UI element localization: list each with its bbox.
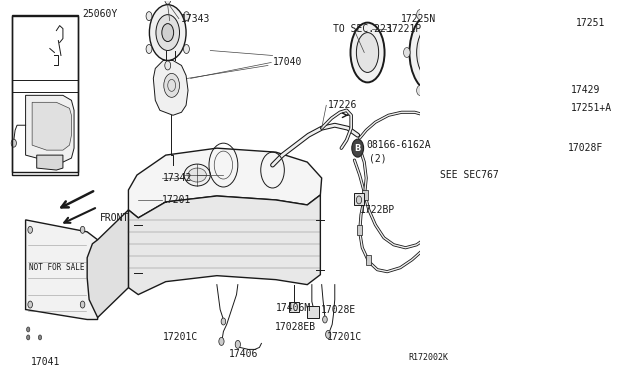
Ellipse shape xyxy=(540,137,549,154)
Text: NOT FOR SALE: NOT FOR SALE xyxy=(29,263,84,272)
Circle shape xyxy=(11,139,17,147)
Polygon shape xyxy=(129,148,322,218)
Text: B: B xyxy=(355,144,361,153)
Bar xyxy=(355,193,364,205)
Circle shape xyxy=(443,10,449,19)
Circle shape xyxy=(497,158,502,166)
Circle shape xyxy=(156,15,180,51)
Text: R172002K: R172002K xyxy=(408,353,448,362)
Circle shape xyxy=(80,301,85,308)
Polygon shape xyxy=(36,155,63,170)
Circle shape xyxy=(236,340,241,349)
Ellipse shape xyxy=(417,25,449,80)
Text: 17201: 17201 xyxy=(162,195,191,205)
Circle shape xyxy=(352,139,364,157)
Circle shape xyxy=(149,5,186,61)
Text: 17201C: 17201C xyxy=(163,333,198,343)
Ellipse shape xyxy=(423,36,443,70)
Text: 17041: 17041 xyxy=(31,357,60,368)
Text: 17226: 17226 xyxy=(328,100,358,110)
Circle shape xyxy=(146,12,152,20)
Circle shape xyxy=(162,23,173,42)
Ellipse shape xyxy=(538,61,559,95)
Polygon shape xyxy=(26,220,98,320)
Ellipse shape xyxy=(356,33,379,73)
Text: 17028EB: 17028EB xyxy=(275,323,316,333)
Text: 25060Y: 25060Y xyxy=(83,9,118,19)
Polygon shape xyxy=(154,61,188,115)
Circle shape xyxy=(404,48,410,58)
Text: 17251: 17251 xyxy=(576,17,605,28)
Text: 17251+A: 17251+A xyxy=(571,103,612,113)
Text: 17028E: 17028E xyxy=(321,305,356,315)
Text: 17201C: 17201C xyxy=(327,333,362,343)
Text: 17040: 17040 xyxy=(273,57,302,67)
Bar xyxy=(499,14,598,175)
Circle shape xyxy=(417,10,423,19)
Bar xyxy=(362,190,367,200)
Text: 17221P: 17221P xyxy=(387,23,422,33)
Circle shape xyxy=(28,301,33,308)
Circle shape xyxy=(27,335,30,340)
Ellipse shape xyxy=(188,168,206,182)
Ellipse shape xyxy=(534,128,554,162)
Ellipse shape xyxy=(531,49,566,107)
Bar xyxy=(357,225,362,235)
Circle shape xyxy=(356,196,362,204)
Text: FRONT: FRONT xyxy=(100,213,130,223)
Text: TO SEC.223: TO SEC.223 xyxy=(333,23,392,33)
Circle shape xyxy=(184,45,189,54)
Circle shape xyxy=(184,12,189,20)
Ellipse shape xyxy=(523,38,574,119)
Ellipse shape xyxy=(351,23,385,82)
Circle shape xyxy=(28,226,33,233)
Bar xyxy=(497,11,599,175)
Text: 17343: 17343 xyxy=(181,14,210,24)
Text: 17028F: 17028F xyxy=(568,143,604,153)
Circle shape xyxy=(27,327,30,332)
Text: SEE SEC767: SEE SEC767 xyxy=(440,170,499,180)
Polygon shape xyxy=(87,210,129,318)
Circle shape xyxy=(219,337,224,346)
Circle shape xyxy=(80,226,85,233)
Circle shape xyxy=(164,73,180,97)
Ellipse shape xyxy=(528,118,561,173)
Circle shape xyxy=(456,48,463,58)
Text: 17429: 17429 xyxy=(571,85,600,95)
Bar xyxy=(366,255,371,265)
Circle shape xyxy=(146,45,152,54)
Circle shape xyxy=(326,330,331,339)
Polygon shape xyxy=(26,95,74,162)
Circle shape xyxy=(443,86,449,96)
Circle shape xyxy=(164,0,171,4)
Circle shape xyxy=(417,86,423,96)
Polygon shape xyxy=(32,102,72,150)
Polygon shape xyxy=(129,195,321,295)
Circle shape xyxy=(221,318,226,325)
Text: 17342: 17342 xyxy=(163,173,193,183)
Text: 17406: 17406 xyxy=(228,349,258,359)
Bar xyxy=(289,302,300,311)
Ellipse shape xyxy=(184,164,211,186)
Text: 17406M: 17406M xyxy=(276,302,311,312)
Circle shape xyxy=(38,335,42,340)
Bar xyxy=(13,15,78,172)
Text: 08166-6162A: 08166-6162A xyxy=(366,140,431,150)
Ellipse shape xyxy=(410,13,456,92)
Text: 17225N: 17225N xyxy=(401,14,436,24)
Text: (2): (2) xyxy=(369,153,387,163)
Text: 1722BP: 1722BP xyxy=(360,205,395,215)
Circle shape xyxy=(164,61,171,70)
Circle shape xyxy=(323,316,327,323)
Bar xyxy=(13,16,78,175)
Bar xyxy=(307,305,319,318)
